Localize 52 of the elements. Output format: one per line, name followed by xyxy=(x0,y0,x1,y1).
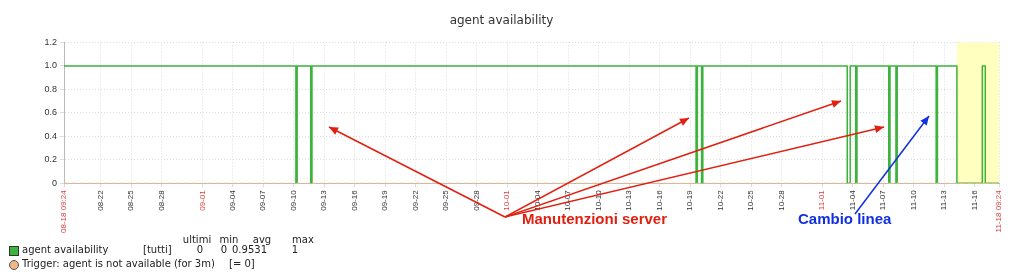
y-tick-label: 0.4 xyxy=(44,130,57,141)
text: Cambio linea xyxy=(798,210,892,227)
text: 0.9531 xyxy=(231,244,267,255)
x-tick-label: 10-10 xyxy=(593,189,603,211)
x-tick-label: 09-28 xyxy=(471,189,481,211)
text: Manutenzioni server xyxy=(522,210,668,227)
x-tick-label: 10-22 xyxy=(715,189,725,211)
x-tick-label: 08-25 xyxy=(126,189,136,211)
x-tick-label: 11-18 09:24 xyxy=(994,189,1004,233)
y-tick-label: 0.6 xyxy=(44,107,57,118)
x-tick-label: 10-28 xyxy=(776,189,786,211)
y-tick-label: 1.2 xyxy=(44,36,57,47)
x-tick-label: 11-16 xyxy=(969,189,979,211)
x-tick-label: 09-19 xyxy=(380,189,390,211)
x-tick-label: 10-01 xyxy=(502,189,512,211)
x-tick-label: 09-07 xyxy=(258,189,268,211)
x-tick-label: 08-28 xyxy=(156,189,166,211)
x-tick-label: 10-16 xyxy=(654,189,664,211)
text: 1 xyxy=(291,244,298,255)
chart-title: agent availability xyxy=(449,13,554,28)
x-tick-label: 11-07 xyxy=(878,189,888,211)
text: [= 0] xyxy=(229,258,255,269)
text: min xyxy=(218,234,240,245)
x-tick-label: 08-22 xyxy=(95,189,105,211)
x-tick-label: 09-04 xyxy=(227,189,237,211)
y-tick-label: 0.8 xyxy=(44,83,57,94)
x-tick-label: 09-16 xyxy=(349,189,359,211)
x-tick-label: 10-04 xyxy=(532,189,542,211)
y-tick-label: 0.2 xyxy=(44,154,57,165)
x-tick-label: 09-10 xyxy=(288,189,298,211)
x-tick-label: 08-18 09:24 xyxy=(59,189,69,233)
text: ultimi xyxy=(182,234,212,245)
x-tick-label: 11-04 xyxy=(847,189,857,211)
x-tick-label: 11-01 xyxy=(817,189,827,211)
x-tick-label: 10-13 xyxy=(624,189,634,211)
text: 0 xyxy=(220,244,227,255)
x-tick-label: 09-13 xyxy=(319,189,329,211)
x-tick-label: 09-22 xyxy=(410,189,420,211)
x-tick-label: 11-13 xyxy=(939,189,949,211)
text: [tutti] xyxy=(143,244,172,255)
text: avg xyxy=(251,234,273,245)
y-tick-label: 1.0 xyxy=(44,60,57,71)
x-tick-label: 11-10 xyxy=(908,189,918,211)
legend-label: agent availability xyxy=(22,244,109,255)
x-tick-label: 09-01 xyxy=(197,189,207,211)
legend-label: Trigger: agent is not available (for 3m) xyxy=(22,258,215,269)
x-tick-label: 09-25 xyxy=(441,189,451,211)
y-tick-label: 0 xyxy=(51,177,57,188)
text: max xyxy=(291,234,315,245)
x-tick-label: 10-25 xyxy=(746,189,756,211)
text: 0 xyxy=(196,244,203,255)
x-tick-label: 10-19 xyxy=(685,189,695,211)
